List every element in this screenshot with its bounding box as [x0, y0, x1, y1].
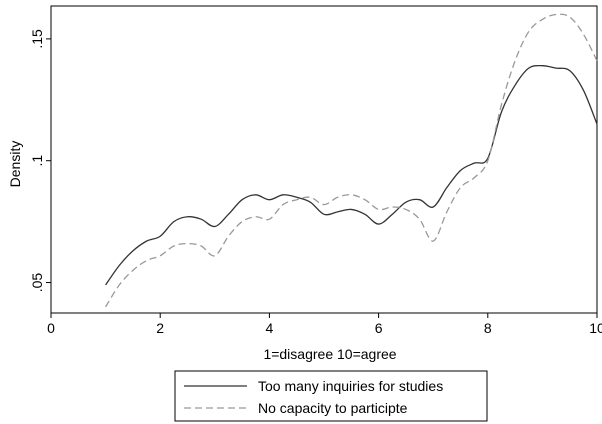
y-tick-label: .05: [29, 273, 45, 293]
x-tick-label: 0: [47, 320, 55, 336]
x-tick-label: 4: [266, 320, 274, 336]
series-layer: [105, 13, 598, 308]
x-axis: 0 2 4 6 8 10: [47, 313, 602, 336]
y-tick-label: .1: [29, 155, 45, 167]
legend-label-0: Too many inquiries for studies: [258, 378, 443, 394]
x-tick-label: 6: [375, 320, 383, 336]
x-tick-label: 2: [156, 320, 164, 336]
x-axis-label: 1=disagree 10=agree: [263, 346, 396, 362]
y-axis-label: Density: [7, 141, 23, 188]
legend-label-1: No capacity to participte: [258, 400, 408, 416]
series-line-1: [105, 13, 598, 308]
x-tick-label: 10: [589, 320, 602, 336]
plot-area: [50, 5, 598, 314]
series-line-0: [105, 64, 598, 286]
legend-box: [174, 370, 488, 422]
legend: Too many inquiries for studies No capaci…: [174, 370, 488, 422]
x-tick-label: 8: [484, 320, 492, 336]
y-tick-label: .15: [29, 29, 45, 49]
y-axis: .05 .1 .15: [29, 29, 51, 292]
